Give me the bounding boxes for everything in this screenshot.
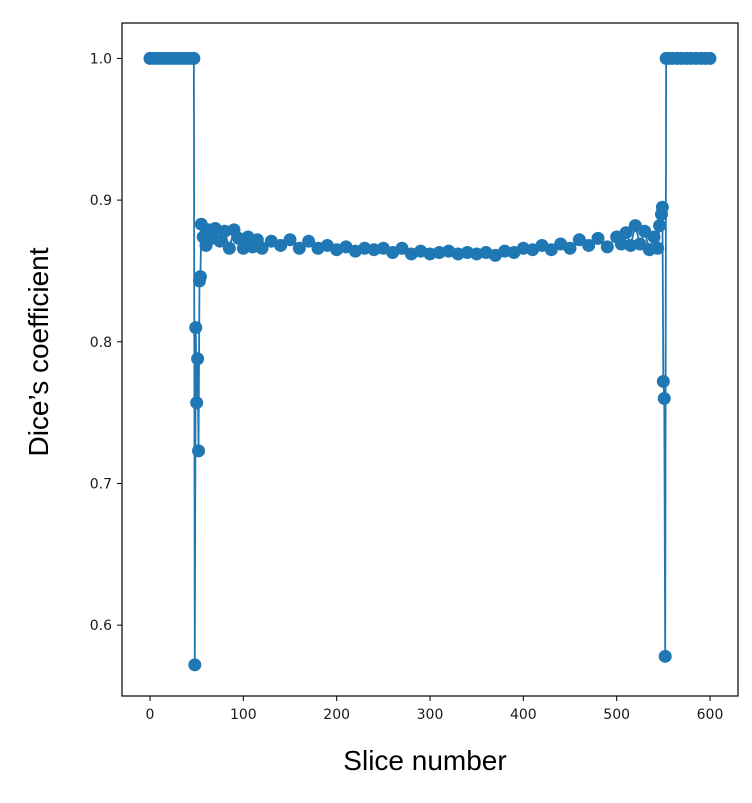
data-point (582, 238, 596, 252)
data-point (628, 219, 642, 233)
data-point (638, 224, 652, 238)
data-point (656, 374, 670, 388)
data-point (658, 649, 672, 663)
data-point (292, 241, 306, 255)
plot-area (143, 51, 717, 672)
y-axis: 0.6 0.7 0.8 0.9 1.0 (90, 51, 122, 634)
x-tick-label: 200 (323, 707, 350, 723)
data-point (192, 444, 206, 458)
data-point (274, 238, 288, 252)
y-tick-label: 1.0 (90, 51, 112, 67)
data-point (647, 230, 661, 244)
data-point (255, 241, 269, 255)
data-point (283, 233, 297, 247)
plot-frame (121, 22, 739, 697)
y-tick-label: 0.8 (90, 335, 112, 351)
y-tick-label: 0.7 (90, 476, 112, 492)
data-point (187, 51, 201, 65)
y-axis-label: Dice’s coefficient (23, 247, 54, 456)
data-point (189, 321, 203, 335)
data-point (213, 234, 227, 248)
data-point (591, 231, 605, 245)
data-point (655, 200, 669, 214)
x-tick-label: 600 (697, 707, 724, 723)
data-point (193, 270, 207, 284)
x-tick-label: 500 (603, 707, 630, 723)
data-point (633, 237, 647, 251)
data-point (657, 391, 671, 405)
data-point (619, 226, 633, 240)
y-tick-label: 0.6 (90, 618, 112, 634)
data-point (395, 241, 409, 255)
x-tick-label: 0 (146, 707, 155, 723)
data-point (563, 241, 577, 255)
data-point (222, 241, 236, 255)
x-tick-label: 100 (230, 707, 257, 723)
data-point (302, 234, 316, 248)
data-point (544, 243, 558, 257)
data-point (188, 658, 202, 672)
data-point (653, 219, 667, 233)
data-point (703, 51, 717, 65)
data-point (651, 241, 665, 255)
data-point (190, 396, 204, 410)
y-tick-label: 0.9 (90, 193, 112, 209)
data-point (600, 240, 614, 254)
data-point (191, 352, 205, 366)
x-axis: 0 100 200 300 400 500 600 (146, 696, 724, 723)
x-tick-label: 400 (510, 707, 537, 723)
data-point (572, 233, 586, 247)
x-tick-label: 300 (417, 707, 444, 723)
x-axis-label: Slice number (343, 745, 506, 776)
series-line (150, 57, 710, 665)
